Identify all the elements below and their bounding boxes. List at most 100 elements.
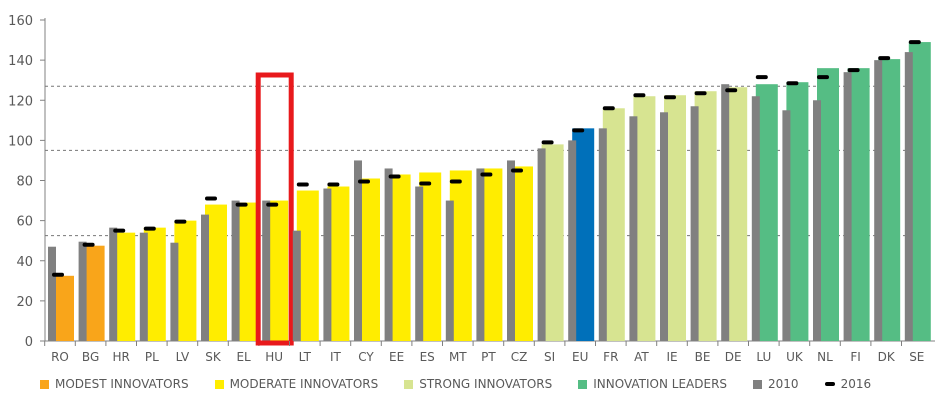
bar-2010-HU <box>262 200 271 341</box>
x-tick-label: PL <box>145 350 159 364</box>
bar-2010-DK <box>874 60 883 341</box>
marker-2016-RO <box>52 272 64 277</box>
bar-2010-SK <box>201 214 209 341</box>
y-tick-label: 120 <box>8 94 33 109</box>
marker-2016-DK <box>878 56 891 61</box>
marker-2016-LV <box>174 219 187 224</box>
x-tick-label: FR <box>603 350 618 364</box>
marker-2016-PT <box>480 172 493 177</box>
y-tick-label: 140 <box>8 54 33 69</box>
y-tick-label: 40 <box>16 255 33 270</box>
bar-2010-FR <box>598 128 607 341</box>
bar-2010-MT <box>445 200 454 341</box>
x-tick-label: UK <box>786 350 804 364</box>
bar-IT <box>327 186 350 341</box>
bar-LT <box>296 190 319 341</box>
marker-2016-IT <box>327 182 340 187</box>
y-tick-label: 60 <box>16 215 33 230</box>
bar-2010-EE <box>384 168 393 341</box>
bar-DE <box>725 87 748 341</box>
bar-CZ <box>511 166 533 341</box>
x-tick-label: MT <box>449 350 467 364</box>
x-tick-label: DE <box>725 350 742 364</box>
x-tick-label: LU <box>756 350 771 364</box>
legend-swatch <box>404 379 414 389</box>
marker-2016-EL <box>235 202 248 207</box>
bar-2010-NL <box>813 100 821 341</box>
legend-swatch <box>824 382 835 386</box>
bar-EL <box>235 202 258 341</box>
bar-2010-CY <box>354 160 362 341</box>
y-tick-label: 20 <box>16 295 33 310</box>
marker-2016-FR <box>602 106 615 111</box>
bar-LV <box>174 220 197 341</box>
bar-PL <box>143 227 166 341</box>
legend-label: 2016 <box>840 377 872 391</box>
bar-IE <box>664 95 686 341</box>
x-tick-label: BG <box>82 350 99 364</box>
x-tick-label: CZ <box>511 350 528 364</box>
bar-BG <box>82 245 105 341</box>
bar-RO <box>52 275 74 341</box>
legend: MODEST INNOVATORS MODERATE INNOVATORS STRO… <box>40 377 897 391</box>
marker-2016-SI <box>541 140 554 145</box>
legend-label: 2010 <box>768 377 799 391</box>
marker-2016-ES <box>419 181 432 186</box>
legend-swatch <box>214 379 224 389</box>
x-tick-label: PT <box>481 350 496 364</box>
marker-2016-BE <box>694 91 707 96</box>
bar-NL <box>817 68 839 342</box>
marker-2016-NL <box>817 75 829 80</box>
bar-SE <box>908 42 931 341</box>
legend-item-2016: 2016 <box>824 377 872 391</box>
x-tick-label: LT <box>299 350 312 364</box>
bar-2010-SE <box>904 52 913 341</box>
marker-2016-LT <box>296 182 309 187</box>
bar-chart: 0 20 40 60 80 100 120 140 160 RO BG HR PL LV SK EL HU LT I… <box>8 14 935 364</box>
legend-label: MODEST INNOVATORS <box>55 377 189 391</box>
bar-2010-PT <box>476 168 485 341</box>
marker-2016-AT <box>633 93 646 98</box>
bar-HU <box>266 200 289 341</box>
bar-FR <box>602 108 625 342</box>
x-tick-label: EL <box>236 350 251 364</box>
x-tick-label: ES <box>420 350 435 364</box>
x-tick-label: FI <box>850 350 860 364</box>
bar-2010-BE <box>690 106 699 341</box>
bar-FI <box>847 68 870 342</box>
bar-HR <box>113 232 136 341</box>
marker-2016-SK <box>205 196 217 201</box>
legend-item-modest: MODEST INNOVATORS <box>40 377 189 391</box>
marker-2016-CY <box>358 179 370 184</box>
legend-item-strong: STRONG INNOVATORS <box>404 377 552 391</box>
legend-item-2010: 2010 <box>753 377 799 391</box>
marker-2016-SE <box>908 40 921 45</box>
marker-2016-IE <box>664 95 676 100</box>
y-tick-label: 160 <box>8 14 33 29</box>
marker-2016-CZ <box>511 168 523 173</box>
x-tick-label: RO <box>51 350 69 364</box>
bar-2010-DE <box>721 84 730 341</box>
bar-2010-LV <box>170 242 179 341</box>
marker-2016-DE <box>725 88 738 93</box>
legend-swatch <box>753 379 763 389</box>
x-tick-label: HR <box>113 350 130 364</box>
bar-SI <box>541 144 564 341</box>
x-tick-label: EU <box>572 350 588 364</box>
marker-2016-EU <box>572 128 585 133</box>
bar-2010-SI <box>537 148 546 341</box>
bar-2010-LT <box>292 230 301 341</box>
bar-PT <box>480 168 503 341</box>
marker-2016-HR <box>113 228 126 233</box>
bar-2010-ES <box>415 186 424 341</box>
legend-swatch <box>578 379 588 389</box>
bar-2010-PL <box>139 232 148 341</box>
x-tick-label: NL <box>817 350 833 364</box>
bar-UK <box>786 82 809 341</box>
marker-2016-EE <box>388 174 401 179</box>
y-tick-label: 80 <box>16 175 33 190</box>
bar-2010-IE <box>660 112 668 341</box>
bar-LU <box>755 84 778 341</box>
bar-2010-CZ <box>507 160 515 341</box>
marker-2016-FI <box>847 68 860 73</box>
